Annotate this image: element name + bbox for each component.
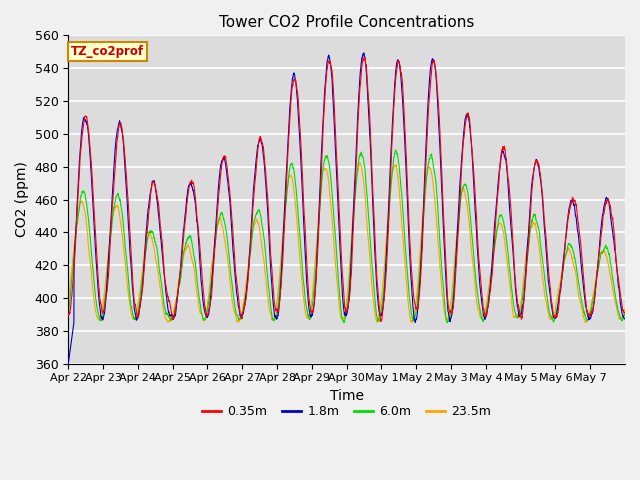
- X-axis label: Time: Time: [330, 389, 364, 403]
- Y-axis label: CO2 (ppm): CO2 (ppm): [15, 162, 29, 238]
- Title: Tower CO2 Profile Concentrations: Tower CO2 Profile Concentrations: [219, 15, 474, 30]
- Text: TZ_co2prof: TZ_co2prof: [71, 45, 144, 58]
- Legend: 0.35m, 1.8m, 6.0m, 23.5m: 0.35m, 1.8m, 6.0m, 23.5m: [197, 400, 496, 423]
